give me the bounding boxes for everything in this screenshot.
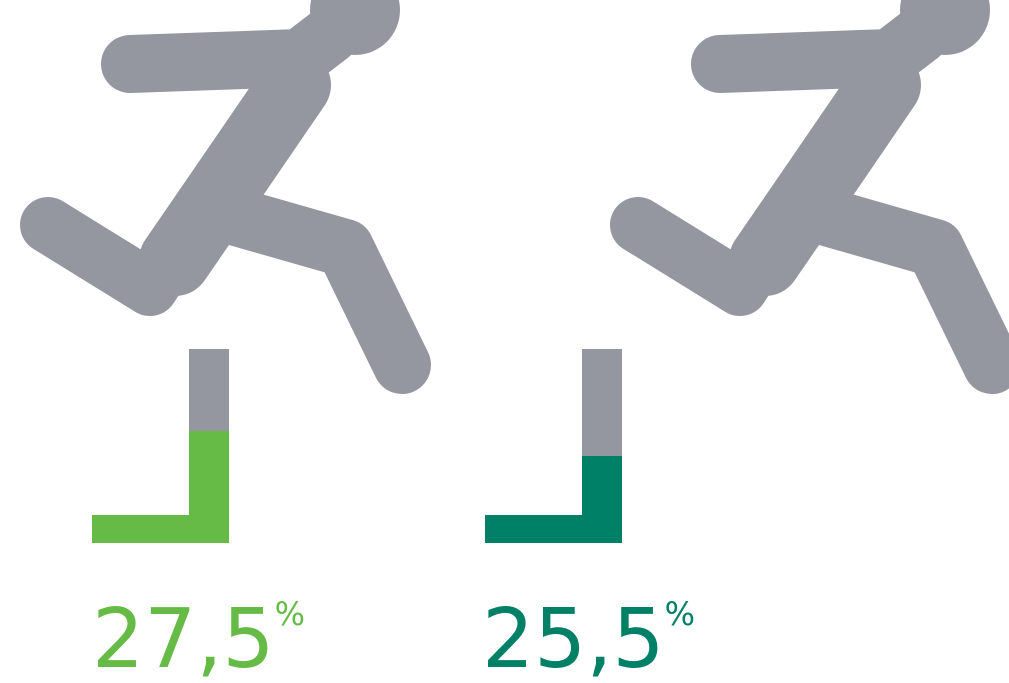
value-label: 25,5%: [482, 592, 695, 679]
runner-2: [610, 0, 1009, 394]
value-label: 27,5%: [92, 592, 305, 679]
hurdle-2: [485, 349, 622, 543]
runner-1: [20, 0, 431, 394]
hurdle-1: [92, 349, 229, 543]
